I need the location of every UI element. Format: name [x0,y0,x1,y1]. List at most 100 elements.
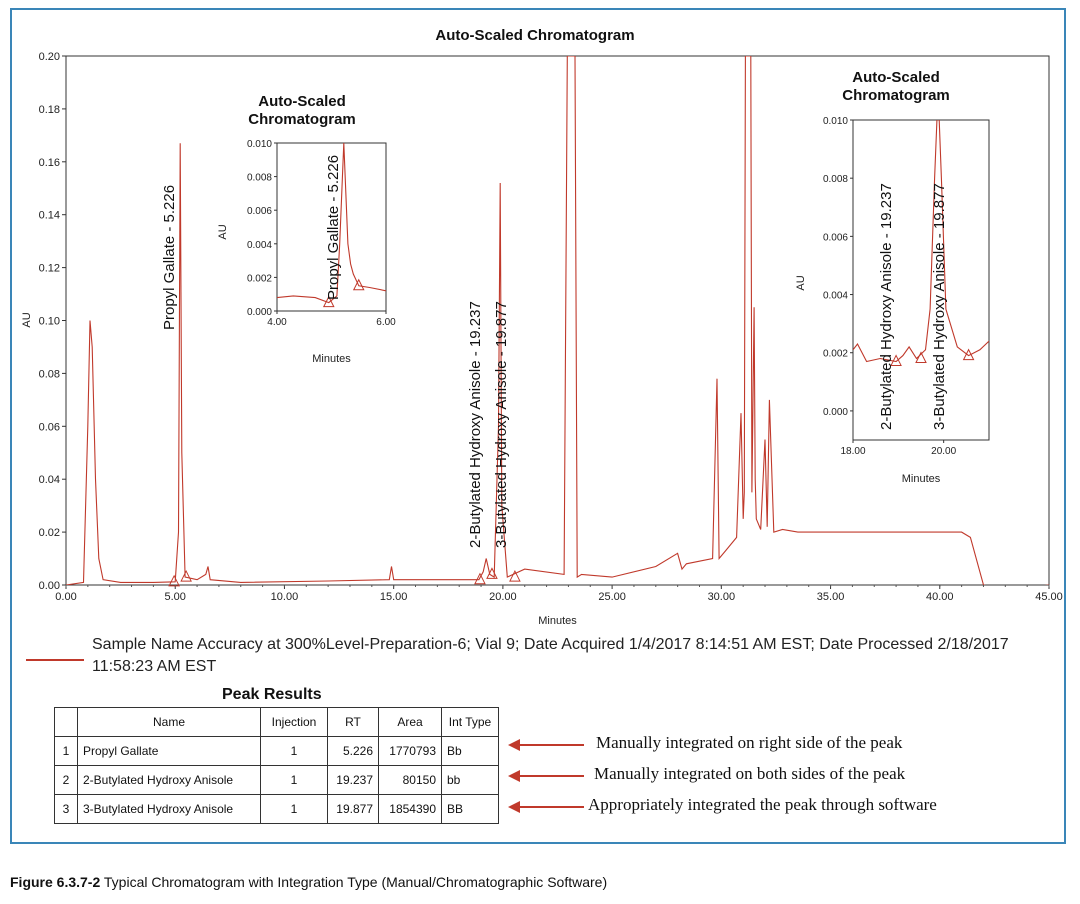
y-tick-label: 0.010 [823,116,848,127]
annotation-note: Appropriately integrated the peak throug… [588,795,937,814]
peak-label: 3-Butylated Hydroxy Anisole - 19.877 [493,301,510,548]
x-tick-label: 20.00 [489,591,517,603]
row-area: 1854390 [378,794,442,824]
x-tick-label: 5.00 [165,591,186,603]
legend-text: Sample Name Accuracy at 300%Level-Prepar… [92,636,1009,675]
integration-marker-icon [168,574,180,587]
figure-caption-text: Typical Chromatogram with Integration Ty… [103,874,608,890]
row-name: 3-Butylated Hydroxy Anisole [77,794,261,824]
row-area: 80150 [378,765,442,795]
arrow-icon [508,801,584,813]
peak-results-table: Name Injection RT Area Int Type 1 Propyl… [54,707,499,824]
x-tick-label: 4.00 [267,317,287,328]
series-line [66,56,1049,585]
y-tick-label: 0.004 [823,291,848,302]
row-index: 1 [54,736,78,766]
peak-label: 3-Butylated Hydroxy Anisole - 19.877 [931,183,948,430]
chart-title-line: Chromatogram [842,87,950,104]
row-area: 1770793 [378,736,442,766]
series-line [277,143,386,304]
col-name: Name [77,707,261,737]
y-tick-label: 0.002 [823,349,848,360]
col-rt: RT [327,707,379,737]
chart-title: Auto-Scaled Chromatogram [248,93,356,128]
x-tick-label: 15.00 [380,591,408,603]
row-index: 2 [54,765,78,795]
x-tick-label: 0.00 [55,591,76,603]
col-injection: Injection [260,707,328,737]
y-tick-label: 0.010 [247,139,272,150]
x-tick-label: 30.00 [708,591,736,603]
legend-swatch [26,659,84,661]
table-row: 2 2-Butylated Hydroxy Anisole 1 19.237 8… [54,765,499,795]
y-tick-label: 0.002 [247,273,272,284]
peak-label: 2-Butylated Hydroxy Anisole - 19.237 [878,183,895,430]
peak-label: Propyl Gallate - 5.226 [325,155,342,300]
y-tick-label: 0.18 [39,104,60,116]
row-rt: 5.226 [327,736,379,766]
x-axis-label: Minutes [312,353,351,365]
row-name: 2-Butylated Hydroxy Anisole [77,765,261,795]
row-injection: 1 [260,736,328,766]
chart-title-line: Chromatogram [248,111,356,128]
row-int-type: BB [441,794,499,824]
col-int-type: Int Type [441,707,499,737]
y-tick-label: 0.10 [39,316,60,328]
integration-marker-icon [915,351,927,364]
y-tick-label: 0.00 [39,580,60,592]
annotation-note: Manually integrated on right side of the… [596,733,903,752]
integration-marker-icon [509,569,521,582]
peak-label: Propyl Gallate - 5.226 [161,185,178,330]
figure-caption-label: Figure 6.3.7-2 [10,874,101,890]
x-tick-label: 40.00 [926,591,954,603]
integration-marker-icon [474,572,486,585]
y-tick-label: 0.02 [39,527,60,539]
y-tick-label: 0.006 [247,206,272,217]
integration-marker-icon [322,295,335,308]
peak-label: 2-Butylated Hydroxy Anisole - 19.237 [467,301,484,548]
series-line [853,120,989,363]
y-tick-label: 0.006 [823,232,848,243]
x-tick-label: 18.00 [840,446,865,457]
y-axis-label: AU [21,312,33,327]
row-index: 3 [54,794,78,824]
row-int-type: bb [441,765,499,795]
y-tick-label: 0.008 [823,174,848,185]
y-tick-label: 0.12 [39,263,60,275]
y-tick-label: 0.000 [247,307,272,318]
col-index [54,707,78,737]
row-injection: 1 [260,794,328,824]
peak-results-title: Peak Results [222,686,322,703]
y-axis-label: AU [795,275,807,290]
y-tick-label: 0.20 [39,51,60,63]
row-rt: 19.877 [327,794,379,824]
chart-title: Auto-Scaled Chromatogram [435,27,634,44]
integration-marker-icon [962,348,975,361]
table-header-row: Name Injection RT Area Int Type [54,707,499,737]
x-tick-label: 35.00 [817,591,845,603]
y-tick-label: 0.008 [247,173,272,184]
integration-marker-icon [890,354,902,366]
chart-title-line: Auto-Scaled [852,69,940,86]
plot-area [852,119,990,441]
x-tick-label: 45.00 [1035,591,1063,603]
y-tick-label: 0.06 [39,421,60,433]
arrow-icon [508,739,584,751]
figure-caption: Figure 6.3.7-2 Typical Chromatogram with… [10,874,607,890]
y-axis-label: AU [217,224,229,239]
integration-marker-icon [352,278,365,291]
y-tick-label: 0.004 [247,240,272,251]
integration-marker-icon [180,569,192,582]
annotation-note: Manually integrated on both sides of the… [594,764,906,783]
figure-frame [10,8,1066,844]
x-tick-label: 20.00 [931,446,956,457]
x-axis-label: Minutes [538,615,577,627]
y-tick-label: 0.04 [39,474,60,486]
y-tick-label: 0.14 [39,210,60,222]
table-row: 1 Propyl Gallate 1 5.226 1770793 Bb [54,736,499,766]
row-name: Propyl Gallate [77,736,261,766]
plot-area [276,142,387,312]
y-tick-label: 0.000 [823,407,848,418]
col-area: Area [378,707,442,737]
